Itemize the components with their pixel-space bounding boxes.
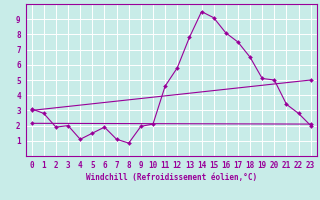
- X-axis label: Windchill (Refroidissement éolien,°C): Windchill (Refroidissement éolien,°C): [86, 173, 257, 182]
